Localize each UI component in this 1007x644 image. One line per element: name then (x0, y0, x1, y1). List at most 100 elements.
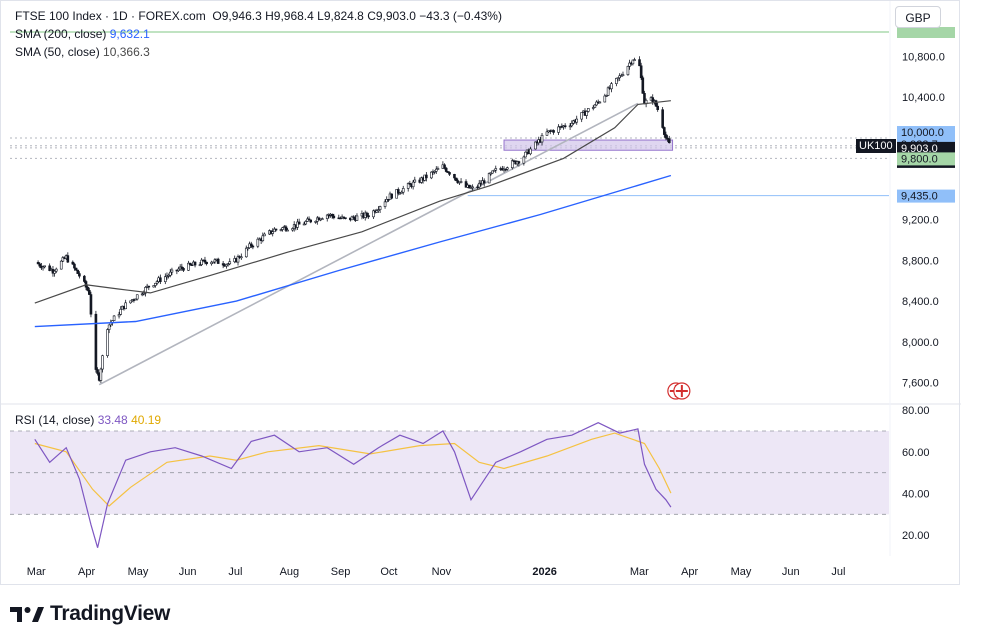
candle-body (436, 168, 440, 170)
candle-body (274, 228, 278, 231)
x-axis-label: Aug (280, 566, 300, 578)
candle-body (367, 215, 370, 218)
candle-body (444, 167, 448, 172)
candle-body (352, 216, 355, 219)
candle-body (281, 227, 284, 230)
x-axis-label: 2026 (532, 566, 556, 578)
candle-body (387, 199, 390, 201)
candle-body (664, 134, 668, 139)
candle-body (464, 181, 468, 188)
candle-body (41, 266, 45, 269)
candle-body (213, 259, 217, 263)
currency-button[interactable]: GBP (895, 6, 941, 28)
price-tick-label: 10,800.0 (902, 51, 945, 63)
ohlc-values: O9,946.3 H9,968.4 L9,824.8 C9,903.0 −43.… (212, 9, 502, 23)
candle-body (621, 74, 625, 77)
rsi-tick-label: 60.00 (902, 447, 930, 459)
candle-body (332, 215, 336, 219)
candle-body (119, 308, 123, 315)
candle-body (606, 87, 610, 96)
candle-body (236, 256, 240, 263)
candle-body (563, 125, 567, 128)
candle-body (309, 219, 313, 223)
candle-body (240, 256, 243, 259)
candle-body (221, 263, 225, 266)
candle-body (117, 314, 121, 317)
rsi-tick-label: 40.00 (902, 489, 930, 501)
candle-body (395, 189, 398, 199)
candle-body (667, 138, 671, 144)
price-level-tag (897, 189, 955, 203)
sma50-label: SMA (50, close) (15, 45, 100, 59)
candle-body (591, 107, 595, 109)
candle-body (168, 271, 172, 276)
candle-body (304, 221, 308, 225)
symbol-title[interactable]: FTSE 100 Index · 1D · FOREX.com (15, 9, 206, 23)
rsi-legend[interactable]: RSI (14, close) 33.48 40.19 (15, 413, 161, 427)
candle-body (492, 169, 496, 172)
candle-body (188, 262, 192, 265)
candle-body (413, 179, 417, 183)
candle-body (557, 126, 560, 133)
candle-body (216, 258, 220, 264)
candle-body (408, 183, 412, 185)
tradingview-logo-text: TradingView (50, 602, 171, 625)
candle-body (320, 218, 324, 220)
candle-body (170, 269, 174, 273)
candle-body (651, 97, 655, 103)
candle-body (203, 259, 207, 263)
candle-body (86, 286, 89, 291)
candle-body (603, 95, 607, 103)
candle-body (54, 268, 58, 272)
candle-body (430, 171, 433, 179)
price-level-tag-label: 9,435.0 (901, 191, 938, 203)
candle-body (211, 261, 215, 264)
candle-body (372, 210, 375, 218)
candle-body (59, 260, 63, 270)
candle-body (74, 267, 78, 271)
candle-body (261, 235, 265, 241)
candle-body (350, 216, 354, 221)
x-axis-label: May (128, 566, 149, 578)
candle-body (633, 59, 636, 61)
rsi-tick-label: 80.00 (902, 405, 930, 417)
candle-body (446, 171, 450, 173)
candle-body (284, 226, 288, 231)
candle-body (296, 221, 299, 228)
x-axis-label: Mar (27, 566, 46, 578)
rsi-value: 33.48 (97, 413, 128, 427)
candle-body (411, 181, 415, 188)
candle-body (489, 172, 493, 175)
tradingview-logo[interactable]: TradingView (10, 600, 170, 628)
supply-zone (503, 139, 674, 151)
sma50-legend[interactable]: SMA (50, close) 10,366.3 (15, 45, 150, 59)
candle-body (76, 269, 80, 274)
candle-body (570, 123, 574, 127)
price-level-tag-label: 10,000.0 (901, 127, 944, 139)
candle-body (271, 231, 275, 234)
symbol-legend: FTSE 100 Index · 1D · FOREX.com O9,946.3… (15, 9, 502, 23)
price-tick-label: 10,400.0 (902, 92, 945, 104)
candle-body (155, 281, 159, 284)
x-axis-label: Jun (782, 566, 800, 578)
candle-body (66, 255, 70, 263)
candle-body (263, 233, 266, 237)
x-axis-label: Nov (432, 566, 452, 578)
candle-body (228, 261, 232, 265)
candle-body (616, 77, 620, 80)
candle-body (314, 221, 317, 223)
price-level-tag-label: 9,903.0 (901, 143, 938, 155)
candle-body (598, 101, 602, 104)
candle-body (107, 324, 111, 330)
sma200-legend[interactable]: SMA (200, close) 9,632.1 (15, 27, 150, 41)
price-tick-label: 9,200.0 (902, 215, 939, 227)
candle-body (575, 118, 579, 123)
candle-body (302, 223, 306, 226)
candle-body (226, 263, 230, 266)
price-tick-label: 7,600.0 (902, 378, 939, 390)
candle-body (286, 229, 289, 232)
candle-body (167, 275, 170, 277)
price-tick-label: 8,800.0 (902, 255, 939, 267)
candle-body (506, 167, 509, 170)
chart-svg[interactable]: 7,600.0 8,000.0 8,400.0 8,800.0 9,200.0 10,40… (1, 1, 961, 586)
